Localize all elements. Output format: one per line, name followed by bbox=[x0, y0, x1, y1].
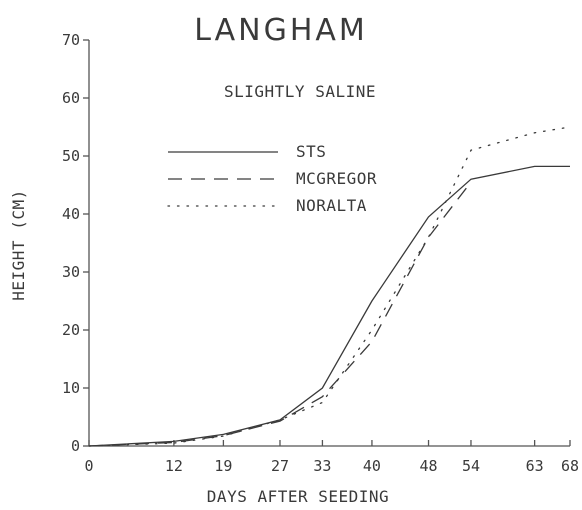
y-tick-label: 50 bbox=[62, 147, 80, 165]
y-tick-label: 40 bbox=[62, 205, 80, 223]
x-tick-label: 48 bbox=[419, 457, 437, 475]
x-tick-label: 27 bbox=[271, 457, 289, 475]
y-axis-ticks: 0 10 20 30 40 50 60 70 bbox=[62, 31, 89, 455]
x-tick-label: 40 bbox=[363, 457, 381, 475]
series-line-mcgregor bbox=[88, 181, 472, 447]
y-axis-label: HEIGHT (CM) bbox=[9, 189, 28, 300]
x-axis-ticks: 0 12 19 27 33 40 48 54 63 68 bbox=[84, 440, 579, 475]
series-layer bbox=[88, 126, 571, 447]
legend: STS MCGREGOR NORALTA bbox=[167, 142, 377, 215]
chart-title: LANGHAM bbox=[194, 13, 368, 48]
y-tick-label: 20 bbox=[62, 321, 80, 339]
series-line-sts bbox=[88, 165, 570, 447]
legend-label: NORALTA bbox=[296, 196, 367, 215]
y-tick-label: 10 bbox=[62, 379, 80, 397]
x-tick-label: 0 bbox=[84, 457, 93, 475]
legend-label: STS bbox=[296, 142, 326, 161]
y-tick-label: 0 bbox=[71, 437, 80, 455]
x-tick-label: 19 bbox=[214, 457, 232, 475]
x-tick-label: 68 bbox=[561, 457, 579, 475]
x-tick-label: 54 bbox=[462, 457, 480, 475]
y-tick-label: 30 bbox=[62, 263, 80, 281]
x-tick-label: 12 bbox=[165, 457, 183, 475]
y-tick-label: 60 bbox=[62, 89, 80, 107]
y-tick-label: 70 bbox=[62, 31, 80, 49]
x-tick-label: 63 bbox=[526, 457, 544, 475]
x-tick-label: 33 bbox=[313, 457, 331, 475]
x-axis-label: DAYS AFTER SEEDING bbox=[207, 487, 389, 506]
chart-subtitle: SLIGHTLY SALINE bbox=[224, 82, 376, 101]
legend-label: MCGREGOR bbox=[296, 169, 377, 188]
